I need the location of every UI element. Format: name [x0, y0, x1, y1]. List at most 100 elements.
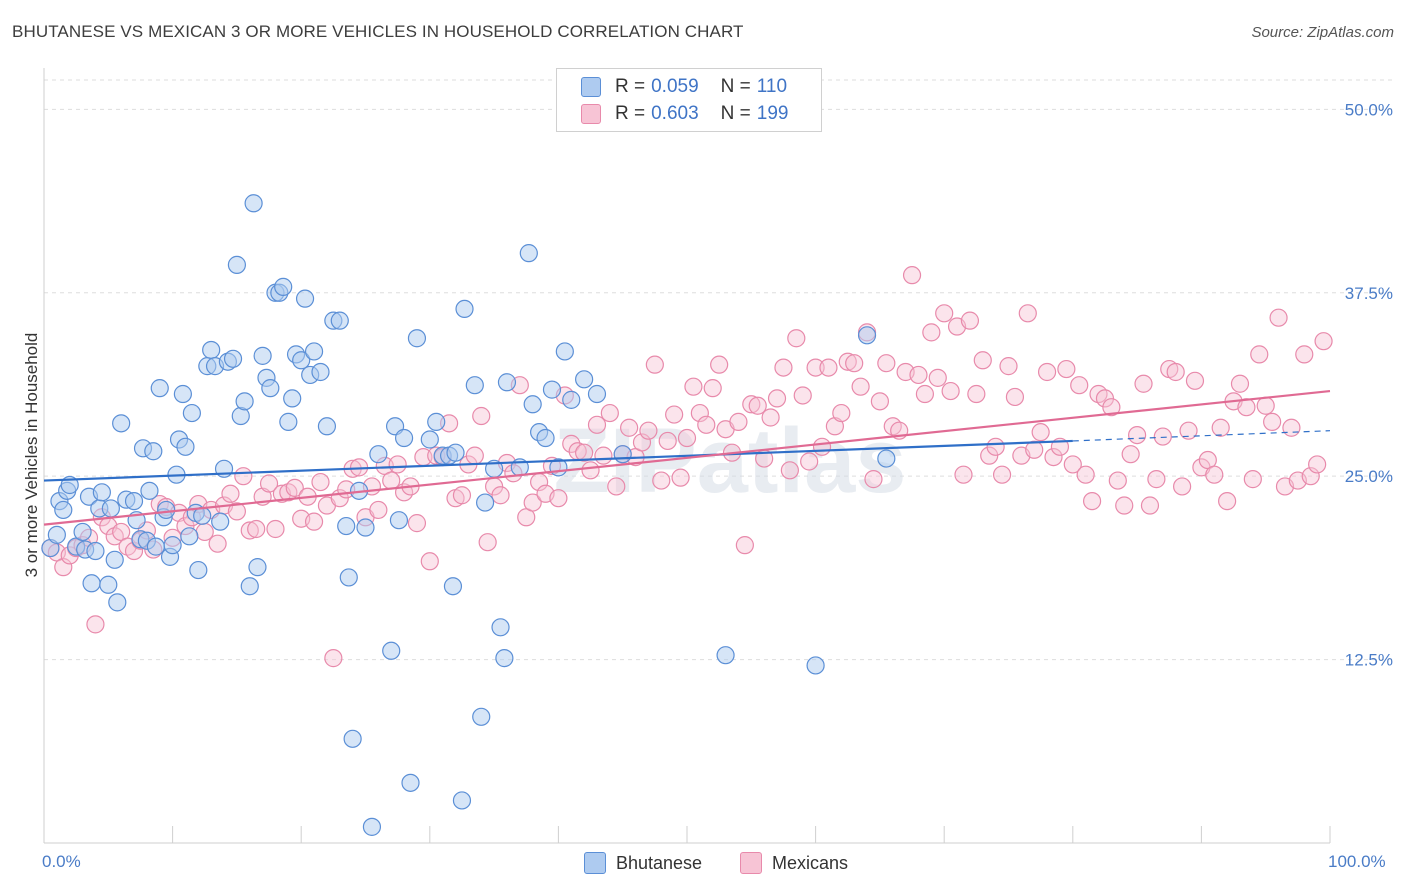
- mexicans-point: [234, 467, 253, 486]
- mexicans-point: [665, 405, 684, 424]
- mexicans-point: [259, 474, 279, 493]
- y-tick-label: 50.0%: [1345, 100, 1393, 119]
- mexicans-point: [677, 428, 697, 448]
- mexicans-point: [1179, 421, 1198, 440]
- mexicans-point: [1243, 470, 1262, 489]
- r-label: R =: [615, 103, 646, 124]
- bhutanese-point: [261, 379, 280, 398]
- bhutanese-point: [369, 445, 388, 464]
- mexicans-point: [1031, 423, 1050, 442]
- bhutanese-point: [140, 481, 159, 500]
- mexicans-point: [420, 552, 439, 571]
- mexicans-point: [787, 329, 806, 348]
- mexicans-point: [1230, 374, 1250, 393]
- mexicans-point: [523, 493, 542, 512]
- r-value: 0.603: [651, 103, 699, 124]
- mexicans-point: [472, 406, 491, 426]
- mexicans-trend-line: [43, 389, 1331, 526]
- mexicans-point: [54, 558, 73, 577]
- bhutanese-point: [401, 773, 420, 792]
- mexicans-point: [928, 368, 947, 387]
- legend-item-bhutanese[interactable]: Bhutanese: [584, 852, 702, 874]
- axes: [43, 68, 1331, 844]
- mexicans-point: [465, 446, 484, 465]
- mexicans-point: [1140, 496, 1160, 515]
- bhutanese-point: [495, 649, 514, 668]
- mexicans-point: [632, 433, 652, 452]
- mexicans-point: [1153, 427, 1172, 446]
- bhutanese-point: [279, 412, 298, 431]
- bhutanese-point: [144, 442, 163, 461]
- mexicans-point: [703, 379, 722, 398]
- mexicans-point: [575, 443, 594, 462]
- mexicans-point: [793, 386, 812, 405]
- mexicans-point: [247, 519, 266, 539]
- bhutanese-point: [223, 349, 243, 368]
- trend-lines: [43, 389, 1331, 526]
- mexicans-point: [999, 357, 1018, 376]
- bhutanese-point: [176, 437, 195, 456]
- legend-label-bhutanese: Bhutanese: [616, 852, 703, 873]
- bhutanese-point: [227, 255, 246, 274]
- legend-swatch-mexicans: [740, 852, 762, 874]
- bhutanese-point: [150, 379, 169, 398]
- bhutanese-point: [877, 449, 896, 468]
- bhutanese-point: [427, 412, 446, 431]
- mexicans-point: [652, 471, 671, 490]
- bhutanese-point: [157, 500, 176, 520]
- bhutanese-point: [542, 380, 562, 399]
- mexicans-point: [1173, 477, 1192, 496]
- chart-title: BHUTANESE VS MEXICAN 3 OR MORE VEHICLES …: [12, 22, 744, 41]
- mexicans-point: [208, 534, 227, 553]
- mexicans-point: [767, 389, 787, 408]
- mexicans-point: [800, 452, 819, 471]
- x-tick-label-min: 0.0%: [42, 852, 81, 871]
- bhutanese-point: [857, 326, 877, 345]
- mexicans-point: [285, 478, 304, 498]
- bhutanese-point: [248, 558, 267, 577]
- bhutanese-point: [86, 541, 105, 561]
- mexicans-point: [1102, 398, 1121, 417]
- mexicans-point: [851, 377, 870, 396]
- mexicans-point: [1070, 376, 1089, 395]
- mexicans-point: [1269, 308, 1288, 327]
- mexicans-point: [697, 415, 716, 434]
- bhutanese-point: [82, 574, 101, 593]
- mexicans-point: [311, 472, 330, 492]
- series-mexicans: [41, 266, 1333, 668]
- mexicans-point: [1037, 362, 1057, 382]
- bhutanese-point: [274, 277, 293, 296]
- mexicans-point: [581, 461, 600, 480]
- bhutanese-point: [163, 536, 182, 555]
- bhutanese-point: [382, 641, 401, 660]
- mexicans-point: [1295, 345, 1314, 364]
- mexicans-point: [819, 358, 838, 377]
- mexicans-point: [1205, 465, 1224, 484]
- mexicans-point: [221, 484, 240, 503]
- n-label: N =: [720, 76, 751, 97]
- mexicans-point: [452, 486, 472, 505]
- source-label: Source: ZipAtlas.com: [1251, 24, 1394, 41]
- n-value: 199: [756, 103, 789, 124]
- bhutanese-point: [112, 414, 131, 433]
- bhutanese-point: [73, 522, 92, 542]
- mexicans-point: [684, 377, 703, 396]
- series-legend: Bhutanese Mexicans: [0, 852, 1406, 876]
- bhutanese-point: [173, 384, 192, 404]
- mexicans-point: [1218, 492, 1237, 511]
- legend-item-mexicans[interactable]: Mexicans: [740, 852, 848, 874]
- bhutanese-point: [343, 729, 362, 748]
- mexicans-point: [240, 521, 259, 540]
- bhutanese-point: [472, 707, 491, 726]
- mexicans-point: [671, 468, 690, 487]
- bhutanese-point: [211, 512, 230, 531]
- mexicans-point: [870, 392, 890, 411]
- correlation-legend: R = 0.059 N = 110 R = 0.603 N = 199: [556, 68, 822, 132]
- mexicans-point: [922, 323, 941, 342]
- mexicans-point: [562, 434, 581, 453]
- bhutanese-point: [189, 560, 208, 580]
- bhutanese-point: [304, 342, 324, 361]
- legend-row-mexicans: R = 0.603 N = 199: [581, 102, 788, 126]
- mexicans-point: [1127, 425, 1147, 445]
